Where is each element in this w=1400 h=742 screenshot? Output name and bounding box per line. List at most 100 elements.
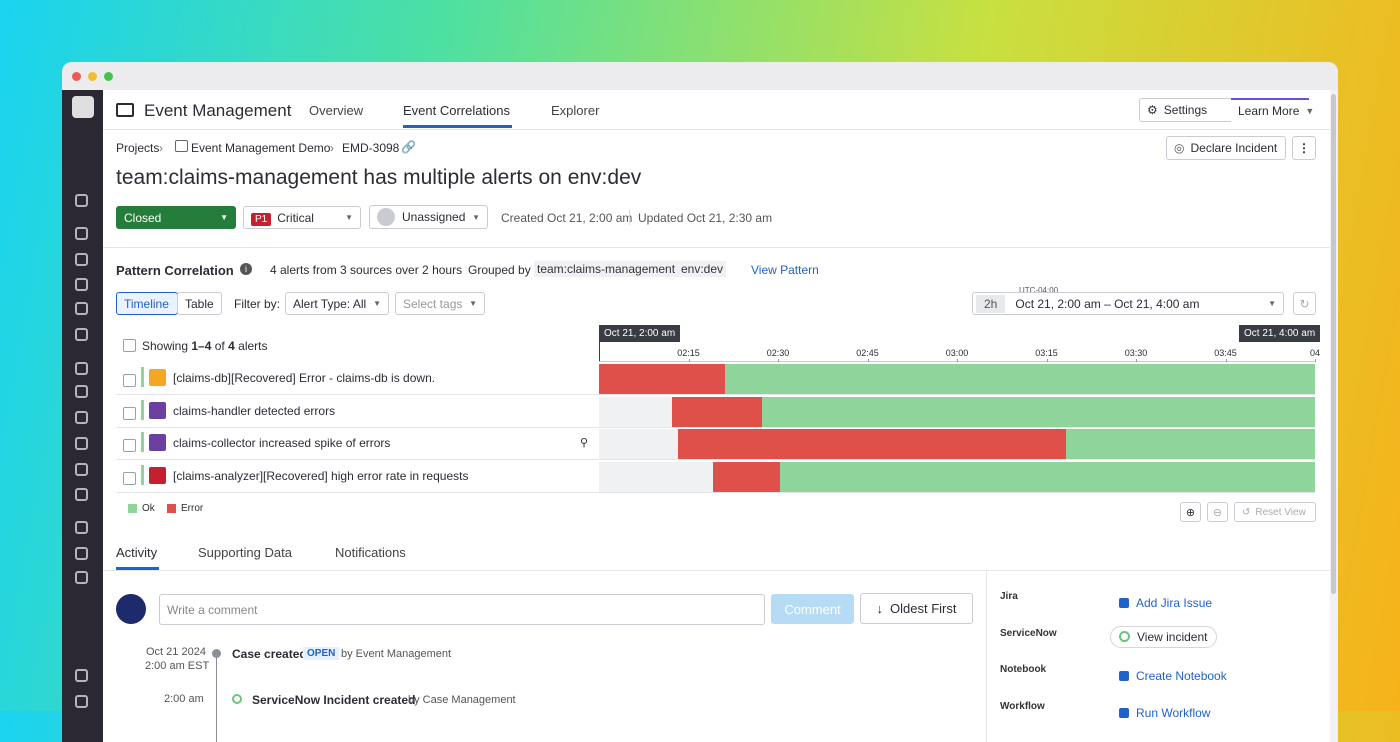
status-strip [141, 399, 144, 420]
tab[interactable]: Supporting Data [198, 545, 292, 560]
view-toggle[interactable]: Table [177, 292, 222, 315]
alert-name[interactable]: [claims-analyzer][Recovered] high error … [173, 468, 469, 483]
settings-label: Settings [1163, 103, 1208, 117]
event-date: Oct 21 2024 [146, 646, 206, 658]
time-tick-label: 04 [1309, 348, 1320, 358]
view-toggle[interactable]: Timeline [116, 292, 178, 315]
sidebar-icon[interactable] [75, 695, 88, 708]
checkbox[interactable] [123, 339, 136, 352]
reset-view[interactable]: ↺ Reset View [1234, 502, 1316, 522]
sidebar-icon[interactable] [75, 278, 88, 291]
range-label: Oct 21, 2:00 am – Oct 21, 4:00 am [1015, 296, 1200, 311]
sidebar-icon[interactable] [75, 328, 88, 341]
scroll-thumb[interactable] [1331, 94, 1336, 594]
caret: ▼ [469, 299, 477, 308]
sidebar [62, 90, 103, 742]
sidebar-icon[interactable] [75, 385, 88, 398]
comment-button[interactable]: Comment [771, 594, 854, 624]
sidebar-icon[interactable] [75, 571, 88, 584]
checkbox[interactable] [123, 439, 136, 452]
close-dot[interactable] [72, 72, 81, 81]
view-pattern[interactable]: View Pattern [751, 263, 819, 277]
breadcrumb[interactable]: Projects [116, 141, 160, 155]
tab[interactable]: Activity [116, 545, 158, 560]
reset-icon: ↺ [1242, 506, 1251, 518]
sidebar-icon[interactable] [75, 547, 88, 560]
legend-swatch [128, 504, 137, 513]
assignee-label: Unassigned [402, 210, 466, 224]
end-label: Oct 21, 4:00 am [1239, 325, 1321, 342]
priority-dropdown[interactable]: P1 Critical ▼ [243, 206, 361, 229]
logo[interactable] [72, 96, 94, 118]
more-button[interactable]: ⋮ [1292, 136, 1316, 160]
integration-action[interactable]: Add Jira Issue [1136, 596, 1213, 610]
nav-tab[interactable]: Event Correlations [403, 103, 510, 118]
integration-icon [1119, 671, 1129, 681]
case-title: team:claims-management has multiple aler… [116, 166, 642, 189]
comment-input[interactable]: Write a comment [159, 594, 765, 625]
tag: env:dev [678, 261, 727, 277]
breadcrumb[interactable]: Event Management Demo [191, 141, 331, 155]
time-tick [688, 359, 690, 362]
timeline-segment [725, 364, 1315, 394]
integration-name: Workflow [1000, 700, 1045, 712]
alert-name[interactable]: [claims-db][Recovered] Error - claims-db… [173, 371, 436, 385]
time-tick-label: 02:15 [677, 348, 700, 358]
nav-tab[interactable]: Explorer [551, 103, 600, 118]
link-icon[interactable]: 🔗 [401, 140, 416, 154]
assignee-dropdown[interactable]: Unassigned ▼ [369, 205, 488, 229]
binoculars-icon[interactable]: ⚲ [580, 437, 589, 449]
checkbox[interactable] [123, 406, 136, 420]
time-tick-label: 03:30 [1124, 348, 1148, 358]
settings-button[interactable]: ⚙ Settings [1139, 98, 1233, 122]
alert-type-label: Alert Type: All [293, 296, 367, 311]
showing-text: Showing [142, 339, 189, 353]
timeline-segment [599, 396, 672, 427]
zoom-in[interactable]: ⊕ [1180, 502, 1201, 522]
timezone: UTC-04:00 [1019, 286, 1059, 295]
source-icon [149, 434, 166, 451]
caret: ▼ [345, 213, 353, 222]
sidebar-icon[interactable] [75, 253, 88, 266]
declare-incident[interactable]: ◎ Declare Incident [1166, 136, 1286, 160]
zoom-out[interactable]: ⊖ [1207, 502, 1228, 522]
time-tick-label: 03:00 [945, 348, 969, 358]
sidebar-icon[interactable] [75, 488, 88, 501]
sidebar-icon[interactable] [75, 362, 88, 375]
integration-action[interactable]: Run Workflow [1136, 705, 1211, 720]
app-window: Event Management Overview Event Correlat… [62, 62, 1338, 742]
integration-action[interactable]: Create Notebook [1136, 669, 1227, 683]
status-dropdown[interactable]: Closed ▼ [116, 206, 236, 229]
showing-text: alerts [238, 339, 268, 353]
checkbox[interactable] [123, 471, 136, 485]
time-range[interactable]: 2h Oct 21, 2:00 am – Oct 21, 4:00 am ▼ [972, 292, 1284, 315]
sidebar-icon[interactable] [75, 463, 88, 476]
alert-name[interactable]: claims-collector increased spike of erro… [173, 436, 391, 450]
caret: ▼ [1305, 106, 1315, 116]
integration-name: ServiceNow [1000, 627, 1057, 639]
sidebar-icon[interactable] [75, 669, 88, 682]
sidebar-icon[interactable] [75, 437, 88, 450]
checkbox[interactable] [123, 374, 136, 387]
app-title: Event Management [144, 101, 292, 120]
sidebar-icon[interactable] [75, 227, 88, 240]
integration-action[interactable]: View incident [1110, 625, 1217, 648]
min-dot[interactable] [88, 72, 97, 81]
tab[interactable]: Notifications [335, 545, 406, 560]
nav-tab[interactable]: Overview [309, 103, 364, 118]
alert-name[interactable]: claims-handler detected errors [173, 403, 336, 418]
learn-more[interactable]: Learn More ▼ [1231, 98, 1314, 122]
sidebar-icon[interactable] [75, 521, 88, 534]
info-icon[interactable]: i [240, 263, 252, 275]
sidebar-icon[interactable] [75, 194, 88, 207]
caret: ▼ [373, 299, 381, 308]
sort-button[interactable]: ↓ Oldest First [860, 593, 973, 624]
sidebar-icon[interactable] [75, 411, 88, 424]
alert-type-dropdown[interactable]: Alert Type: All ▼ [285, 292, 389, 315]
time-tick-label: 02:45 [856, 348, 879, 358]
tags-dropdown[interactable]: Select tags ▼ [395, 292, 485, 315]
sidebar-icon[interactable] [75, 302, 88, 315]
refresh-button[interactable]: ↻ [1293, 292, 1316, 315]
max-dot[interactable] [104, 72, 113, 81]
